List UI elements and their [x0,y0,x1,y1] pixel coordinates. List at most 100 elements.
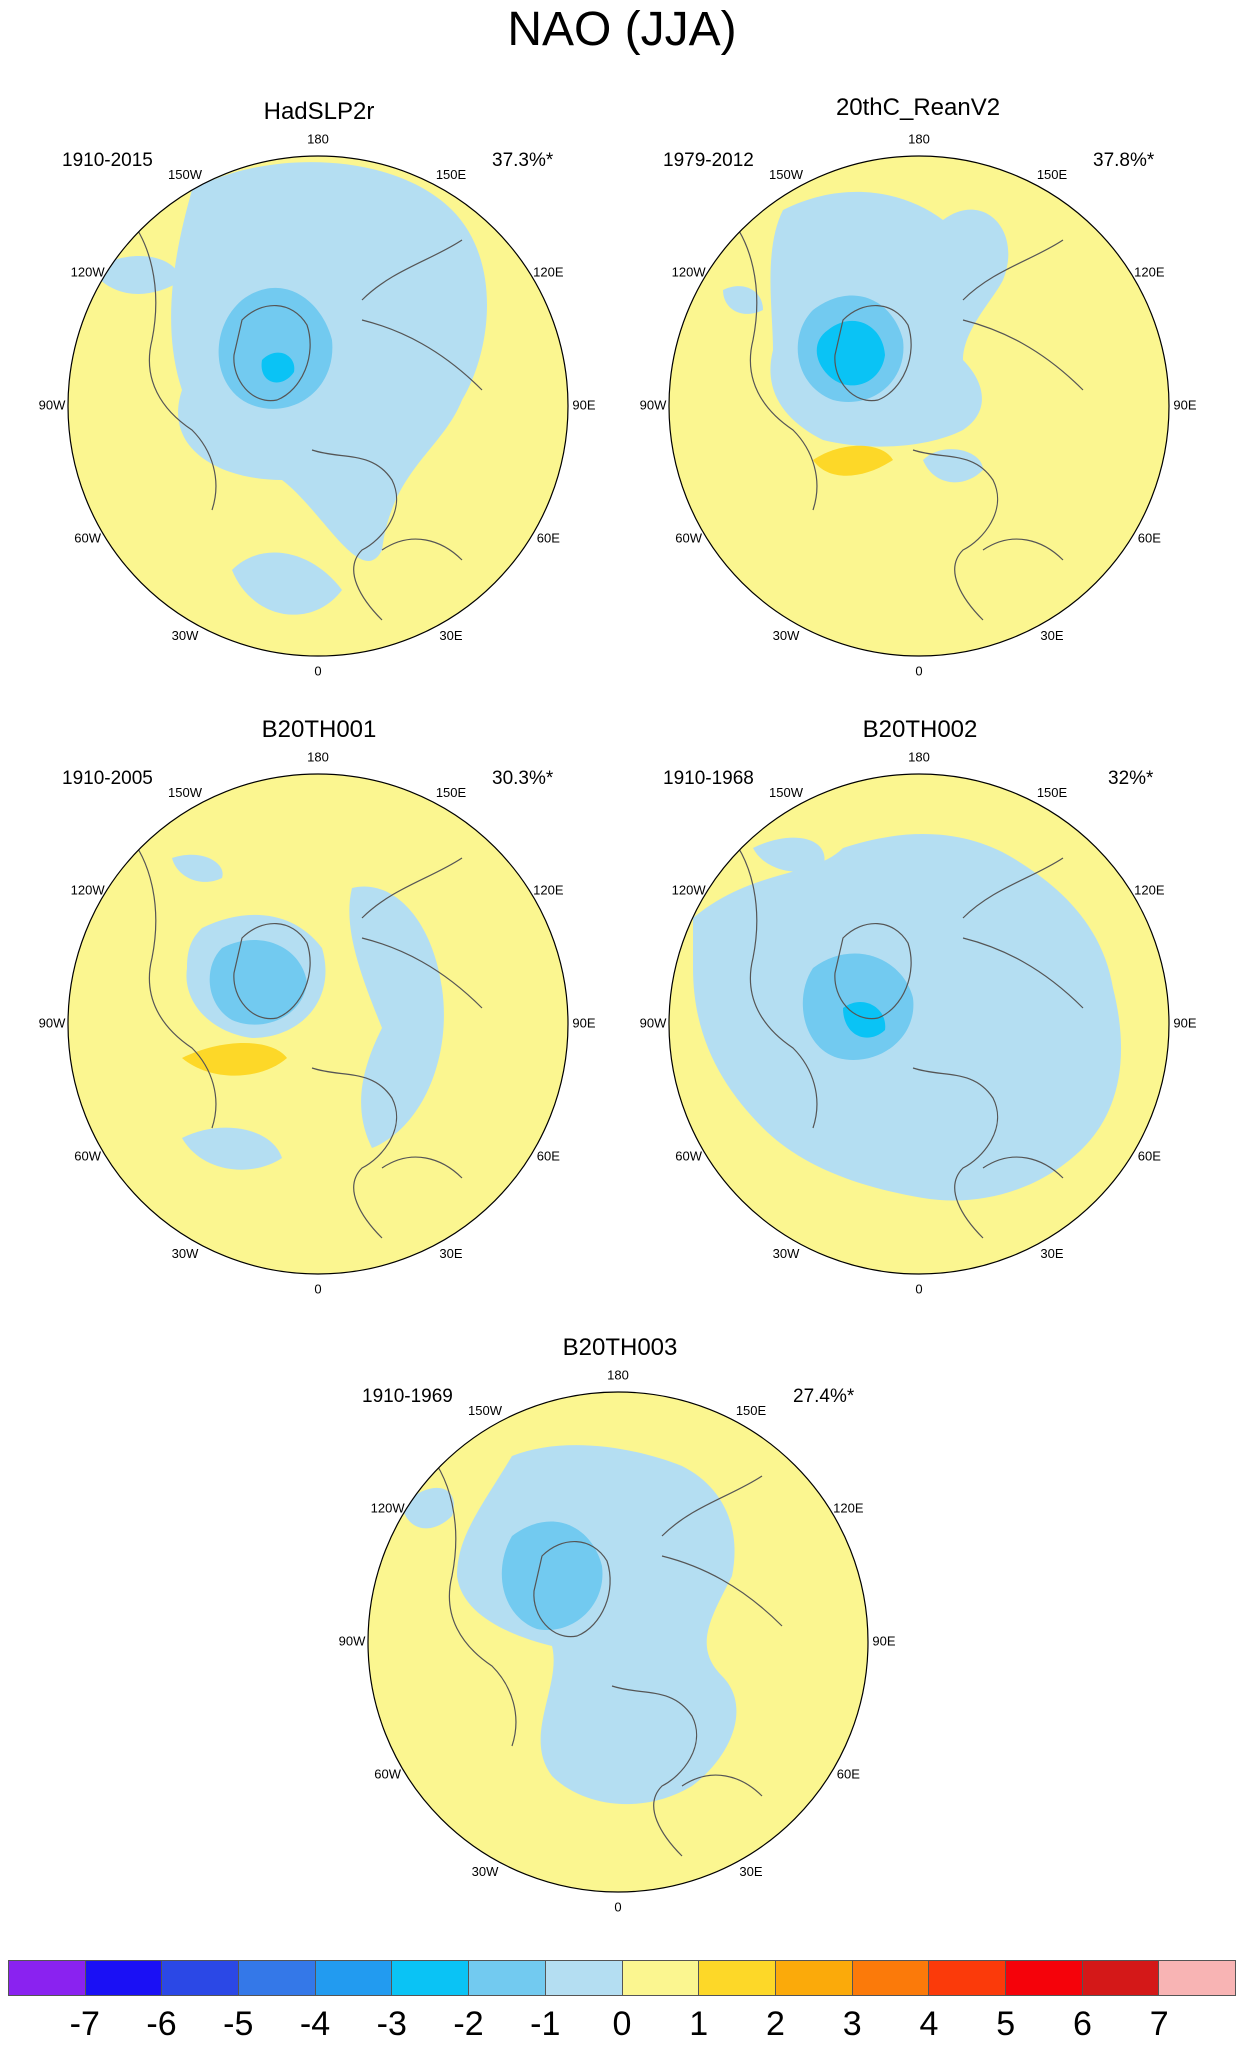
longitude-label: 120W [71,264,106,279]
longitude-label: 30E [439,1246,462,1261]
longitude-label: 30W [472,1864,499,1879]
negative-anomaly-region [232,552,342,615]
colorbar-tick-label: 4 [919,2005,939,2043]
panel-variance-5: 27.4%* [793,1386,855,1407]
polar-map-3: 180 150E 120E 90E 60E 30E 0 30W 60W 90W 120W 150W [39,749,596,1296]
longitude-label: 90E [572,397,595,412]
colorbar-swatch [162,1961,240,1995]
panel-variance-4: 32%* [1108,768,1154,789]
colorbar-tick-label: -3 [376,2005,407,2043]
longitude-label: 60E [1138,1148,1161,1163]
longitude-label: 60E [537,1148,560,1163]
longitude-label: 30W [172,628,199,643]
longitude-label: 90W [39,397,66,412]
longitude-label: 180 [307,749,329,764]
longitude-label: 150E [436,785,467,800]
longitude-label: 90E [1173,1015,1196,1030]
longitude-label: 30W [172,1246,199,1261]
colorbar-swatch [775,1961,853,1995]
panel-title-1: HadSLP2r [263,98,375,125]
coastline [834,305,912,402]
longitude-label: 120E [1134,882,1165,897]
longitude-label: 120W [672,882,707,897]
negative-anomaly-region [349,886,444,1148]
colorbar [8,1960,1236,1996]
colorbar-tick-label: 5 [996,2005,1016,2043]
polar-map-2: 180 150E 120E 90E 60E 30E 0 30W 60W 90W 120W 150W [640,131,1197,678]
colorbar-tick-label: -4 [299,2005,331,2043]
longitude-label: 0 [614,1899,621,1914]
coastline [912,449,999,621]
colorbar-tick-label: 7 [1149,2005,1169,2043]
longitude-label: 90W [339,1633,366,1648]
map-boundary [668,773,1170,1275]
longitude-label: 0 [314,1281,321,1296]
polar-map-5: 180 150E 120E 90E 60E 30E 0 30W 60W 90W 120W 150W [339,1367,896,1914]
coastline [722,827,818,1129]
longitude-label: 30E [1040,1246,1063,1261]
colorbar-tick-label: -6 [146,2005,177,2043]
colorbar-swatch [622,1961,700,1995]
colorbar-swatch [469,1961,546,1995]
map-boundary [367,1391,869,1893]
colorbar-tick-label: 1 [689,2005,709,2043]
coastline [962,239,1084,391]
coastline [962,857,1084,1009]
panel-period-4: 1910-1968 [663,768,754,789]
longitude-label: 120E [1134,264,1165,279]
colorbar-tick-label: -1 [530,2005,561,2043]
longitude-label: 150W [769,167,804,182]
coastline [661,1475,783,1627]
colorbar-swatch [239,1961,316,1995]
colorbar-tick-label: 2 [766,2005,785,2043]
longitude-label: 30E [1040,628,1063,643]
negative-anomaly-region [923,449,983,483]
panel-period-3: 1910-2005 [62,768,153,789]
longitude-label: 60E [837,1766,860,1781]
negative-anomaly-center [261,352,295,383]
longitude-label: 90W [640,1015,667,1030]
panel-variance-3: 30.3%* [492,768,554,789]
coastline [611,1685,698,1857]
coastline [311,1067,398,1239]
longitude-label: 180 [307,131,329,146]
longitude-label: 30W [773,628,800,643]
negative-anomaly-region [402,1487,454,1529]
map-boundary [67,773,569,1275]
longitude-label: 60E [537,530,560,545]
longitude-label: 30E [439,628,462,643]
panel-title-5: B20TH003 [562,1334,678,1361]
colorbar-tick-label: 0 [612,2005,632,2043]
colorbar-tick-label: 3 [842,2005,862,2043]
longitude-label: 150E [1037,785,1068,800]
negative-anomaly-region [753,837,825,872]
colorbar-swatch [392,1961,470,1995]
coastline [421,1445,517,1747]
longitude-label: 150W [769,785,804,800]
longitude-label: 90E [572,1015,595,1030]
longitude-label: 60W [374,1766,401,1781]
negative-anomaly-region [92,256,182,294]
colorbar-tick-label: 6 [1073,2005,1092,2043]
longitude-label: 0 [915,1281,922,1296]
colorbar-tick-label: -2 [453,2005,484,2043]
colorbar-swatch [1159,1961,1235,1995]
longitude-label: 120E [533,882,564,897]
longitude-label: 60E [1138,530,1161,545]
panel-period-2: 1979-2012 [663,150,754,171]
negative-anomaly-region [182,1127,282,1170]
longitude-label: 150E [1037,167,1068,182]
longitude-label: 90W [39,1015,66,1030]
longitude-label: 180 [908,131,930,146]
panel-variance-2: 37.8%* [1093,150,1155,171]
longitude-label: 120W [672,264,707,279]
colorbar-swatch [699,1961,776,1995]
coastline [681,1774,763,1797]
colorbar-tick-label: -5 [223,2005,254,2043]
coastline [233,923,311,1020]
colorbar-swatch [852,1961,930,1995]
positive-anomaly-region [68,774,568,1274]
coastline [533,1541,611,1638]
longitude-label: 0 [915,663,922,678]
longitude-label: 120E [833,1500,864,1515]
